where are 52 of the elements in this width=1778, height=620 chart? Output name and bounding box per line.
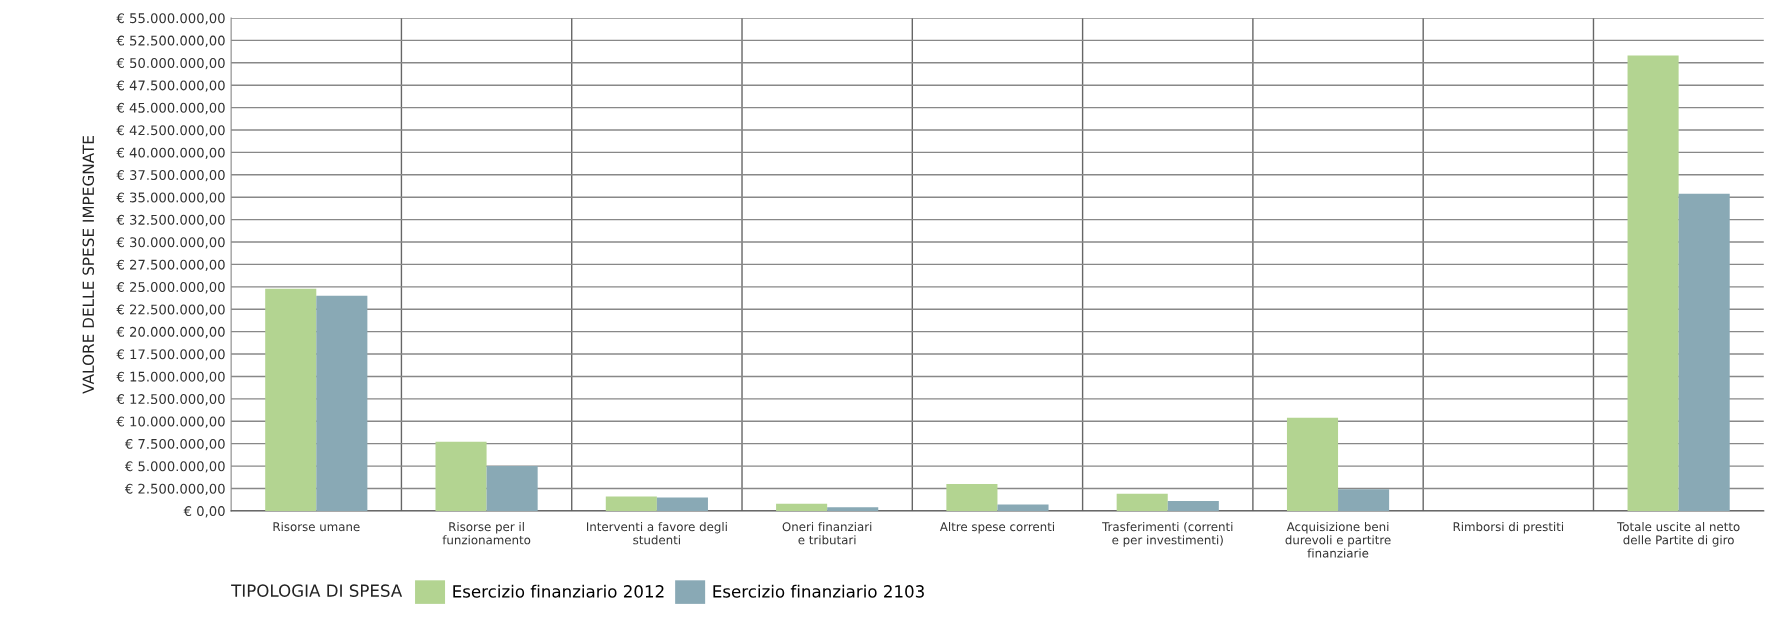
y-tick-label: € 22.500.000,00 (116, 304, 225, 316)
y-tick-label: € 32.500.000,00 (116, 214, 225, 227)
x-tick-label: Acquisizione beni durevoli e partitre finanziarie (1285, 521, 1391, 558)
y-tick-label: € 42.500.000,00 (116, 125, 225, 137)
y-tick-label: € 0,00 (183, 506, 225, 518)
bar (316, 295, 368, 511)
bar (265, 288, 317, 511)
x-tick-label: Interventi a favore degli studenti (586, 521, 727, 545)
y-tick-label: € 47.500.000,00 (116, 80, 225, 92)
legend-label: Esercizio finanziario 2012 (453, 584, 664, 598)
y-axis-title: VALORE DELLE SPESE IMPEGNATE (82, 136, 95, 394)
x-tick-label: Risorse per il funzionamento (442, 521, 531, 545)
y-tick-label: € 37.500.000,00 (116, 170, 225, 182)
x-tick-label: Totale uscite al netto delle Partite di giro (1617, 521, 1740, 547)
y-tick-label: € 52.500.000,00 (116, 35, 225, 47)
y-tick-label: € 40.000.000,00 (116, 147, 225, 159)
bar (827, 507, 879, 511)
bar (1338, 489, 1390, 511)
y-tick-label: € 2.500.000,00 (124, 483, 225, 496)
y-tick-label: € 15.000.000,00 (116, 371, 225, 383)
y-tick-label: € 10.000.000,00 (116, 416, 225, 428)
x-tick-label: Altre spese correnti (939, 521, 1054, 534)
y-tick-label: € 50.000.000,00 (116, 58, 225, 70)
bar (605, 496, 657, 511)
bar (1678, 193, 1730, 511)
y-tick-label: € 27.500.000,00 (116, 259, 225, 271)
legend-label: Esercizio finanziario 2103 (713, 584, 924, 598)
x-tick-label: Rimborsi di prestiti (1453, 521, 1564, 534)
y-tick-label: € 55.000.000,00 (116, 13, 225, 25)
y-tick-label: € 17.500.000,00 (116, 349, 225, 361)
bar (946, 483, 998, 511)
legend-title: TIPOLOGIA DI SPESA (231, 584, 403, 597)
bar (656, 497, 708, 511)
bar (997, 504, 1049, 511)
y-tick-label: € 12.500.000,00 (116, 394, 225, 406)
x-tick-label: Trasferimenti (correnti e per investimenti) (1102, 521, 1233, 547)
y-tick-label: € 30.000.000,00 (116, 237, 225, 249)
bar (776, 503, 828, 511)
y-tick-label: € 5.000.000,00 (124, 461, 225, 473)
x-tick-label: Oneri finanziari e tributari (782, 521, 872, 545)
y-tick-label: € 20.000.000,00 (116, 326, 225, 339)
bar (435, 441, 487, 511)
bar (486, 466, 538, 511)
bar (1286, 417, 1339, 511)
y-tick-label: € 25.000.000,00 (116, 282, 225, 294)
bar (1627, 55, 1679, 511)
bar (1167, 501, 1219, 511)
y-tick-label: € 45.000.000,00 (116, 102, 225, 115)
bar (1116, 493, 1168, 511)
y-tick-label: € 35.000.000,00 (116, 192, 225, 204)
y-tick-label: € 7.500.000,00 (124, 438, 225, 451)
x-tick-label: Risorse umane (273, 521, 360, 532)
